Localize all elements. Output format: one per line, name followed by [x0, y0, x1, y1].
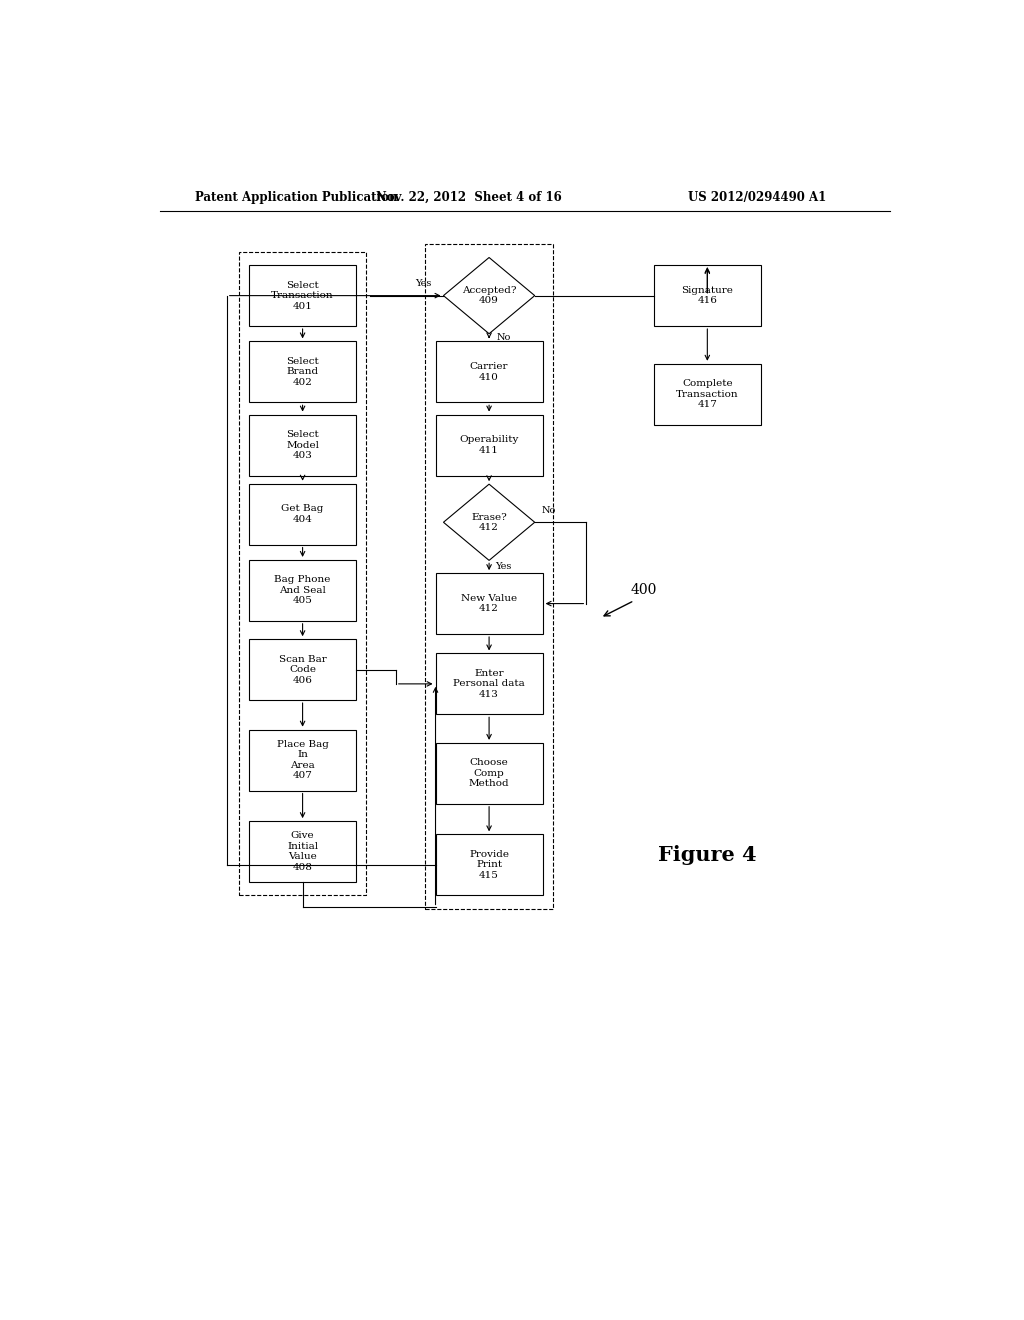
Bar — [239, 252, 367, 895]
Text: Patent Application Publication: Patent Application Publication — [196, 190, 398, 203]
Text: Choose
Comp
Method: Choose Comp Method — [469, 759, 509, 788]
FancyBboxPatch shape — [653, 265, 761, 326]
Text: Get Bag
404: Get Bag 404 — [282, 504, 324, 524]
FancyBboxPatch shape — [249, 560, 356, 620]
Text: Figure 4: Figure 4 — [658, 845, 757, 865]
FancyBboxPatch shape — [435, 834, 543, 895]
Text: Place Bag
In
Area
407: Place Bag In Area 407 — [276, 741, 329, 780]
Text: Erase?
412: Erase? 412 — [471, 512, 507, 532]
Text: Yes: Yes — [416, 279, 432, 288]
Text: Provide
Print
415: Provide Print 415 — [469, 850, 509, 879]
Text: Give
Initial
Value
408: Give Initial Value 408 — [287, 832, 318, 871]
Text: Operability
411: Operability 411 — [460, 436, 519, 454]
Text: Complete
Transaction
417: Complete Transaction 417 — [676, 379, 738, 409]
FancyBboxPatch shape — [435, 653, 543, 714]
Text: Nov. 22, 2012  Sheet 4 of 16: Nov. 22, 2012 Sheet 4 of 16 — [377, 190, 562, 203]
Text: No: No — [542, 506, 556, 515]
FancyBboxPatch shape — [435, 414, 543, 475]
Text: Select
Transaction
401: Select Transaction 401 — [271, 281, 334, 310]
FancyBboxPatch shape — [249, 730, 356, 791]
Text: No: No — [497, 333, 511, 342]
FancyBboxPatch shape — [653, 364, 761, 425]
Text: Bag Phone
And Seal
405: Bag Phone And Seal 405 — [274, 576, 331, 606]
Text: Signature
416: Signature 416 — [681, 286, 733, 305]
Text: Carrier
410: Carrier 410 — [470, 362, 508, 381]
FancyBboxPatch shape — [249, 639, 356, 700]
FancyBboxPatch shape — [435, 573, 543, 634]
Text: 400: 400 — [631, 583, 657, 598]
Text: New Value
412: New Value 412 — [461, 594, 517, 614]
FancyBboxPatch shape — [249, 821, 356, 882]
Text: Accepted?
409: Accepted? 409 — [462, 286, 516, 305]
FancyBboxPatch shape — [435, 743, 543, 804]
Text: Select
Model
403: Select Model 403 — [286, 430, 319, 459]
FancyBboxPatch shape — [249, 483, 356, 545]
Text: Yes: Yes — [496, 562, 512, 572]
Text: Scan Bar
Code
406: Scan Bar Code 406 — [279, 655, 327, 685]
FancyBboxPatch shape — [249, 414, 356, 475]
Polygon shape — [443, 484, 535, 561]
FancyBboxPatch shape — [249, 265, 356, 326]
Text: Enter
Personal data
413: Enter Personal data 413 — [454, 669, 525, 698]
FancyBboxPatch shape — [435, 342, 543, 403]
Text: US 2012/0294490 A1: US 2012/0294490 A1 — [688, 190, 826, 203]
Text: Select
Brand
402: Select Brand 402 — [287, 356, 318, 387]
Bar — [425, 244, 553, 908]
FancyBboxPatch shape — [249, 342, 356, 403]
Polygon shape — [443, 257, 535, 334]
